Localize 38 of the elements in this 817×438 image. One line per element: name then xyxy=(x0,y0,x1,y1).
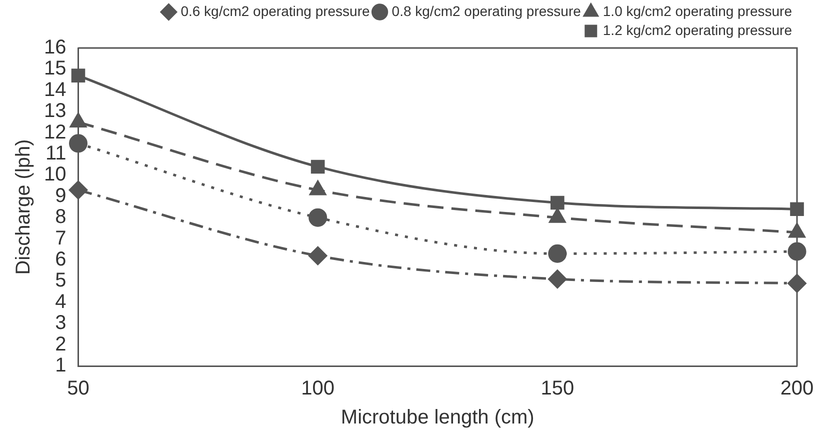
point xyxy=(310,160,325,174)
point xyxy=(68,134,88,153)
y-tick-label: 6 xyxy=(55,248,66,271)
y-tick-label: 16 xyxy=(44,36,66,59)
point xyxy=(68,180,88,200)
x-axis-title: Microtube length (cm) xyxy=(340,406,534,429)
legend-label: 0.8 kg/cm2 operating pressure xyxy=(392,2,582,19)
y-tick-label: 9 xyxy=(55,184,66,207)
y-tick-label: 13 xyxy=(44,100,66,122)
x-tick-label: 150 xyxy=(540,378,574,400)
y-tick-label: 7 xyxy=(55,227,66,250)
point xyxy=(71,68,86,82)
y-tick-label: 1 xyxy=(55,354,66,377)
x-tick-label: 100 xyxy=(301,378,335,400)
point xyxy=(788,274,806,293)
y-tick-label: 10 xyxy=(44,164,66,186)
x-tick-label: 50 xyxy=(67,378,90,400)
legend-label: 1.0 kg/cm2 operating pressure xyxy=(602,2,792,19)
point xyxy=(790,202,804,216)
y-tick-label: 4 xyxy=(55,290,66,313)
x-tick-label: 200 xyxy=(780,378,814,400)
point xyxy=(308,246,328,266)
y-tick-label: 12 xyxy=(44,121,66,144)
y-tick-label: 11 xyxy=(45,142,66,165)
point xyxy=(788,242,806,261)
y-tick-label: 2 xyxy=(55,333,66,356)
legend-label: 0.6 kg/cm2 operating pressure xyxy=(180,2,370,19)
legend-label: 1.2 kg/cm2 operating pressure xyxy=(602,22,792,38)
y-tick-label: 8 xyxy=(55,206,66,228)
point xyxy=(548,270,567,288)
point xyxy=(548,244,567,263)
point xyxy=(550,196,564,210)
y-tick-label: 3 xyxy=(55,312,66,334)
point xyxy=(308,208,328,227)
y-axis-title: Discharge (lph) xyxy=(12,139,35,275)
y-tick-label: 15 xyxy=(44,58,66,80)
y-tick-label: 5 xyxy=(55,270,66,292)
y-tick-label: 14 xyxy=(44,78,66,101)
